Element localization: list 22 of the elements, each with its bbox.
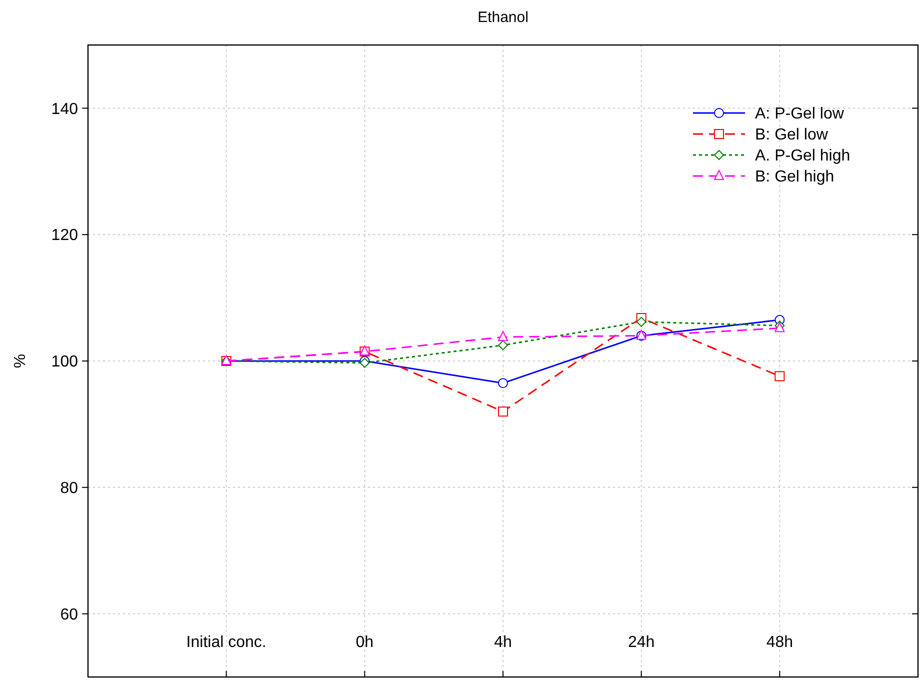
x-tick-label: 4h	[494, 634, 512, 651]
point	[498, 378, 508, 388]
point	[498, 330, 508, 341]
x-tick-label: 48h	[766, 634, 794, 651]
y-axis-title: %	[12, 354, 29, 368]
point	[774, 371, 785, 382]
x-tick-label: 24h	[628, 634, 655, 651]
point	[636, 316, 646, 327]
legend-label: A: P-Gel low	[755, 106, 844, 123]
y-tick-label: 100	[51, 354, 78, 371]
legend-label: A. P-Gel high	[755, 148, 850, 165]
chart-title: Ethanol	[478, 9, 528, 26]
y-tick-label: 80	[60, 480, 78, 497]
point	[498, 340, 508, 350]
point	[498, 406, 508, 417]
x-tick-label: Initial conc.	[186, 634, 266, 651]
x-tick-label: 0h	[356, 634, 374, 651]
y-tick-label: 60	[60, 606, 78, 624]
y-tick-label: 140	[51, 100, 78, 118]
y-tick-label: 120	[51, 227, 78, 244]
legend-label: B: Gel low	[755, 126, 828, 144]
legend-label: B: Gel high	[755, 168, 834, 186]
